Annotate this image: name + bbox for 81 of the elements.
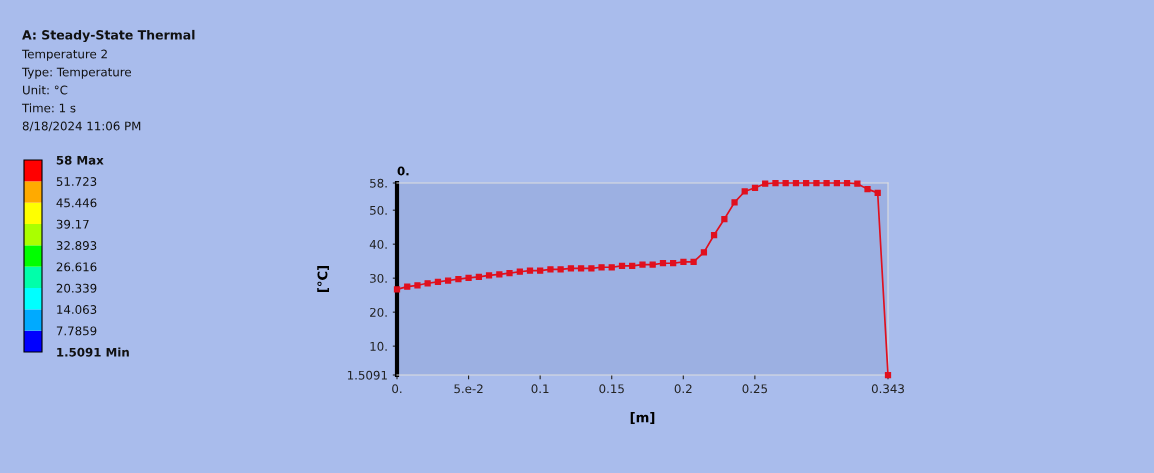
point [710,231,718,239]
text: Unit: °C [23,85,68,95]
color-bar-label: 58 Max [56,155,104,165]
text: Type: Temperature [21,67,131,79]
color-bar-label: 45.446 [56,198,97,208]
color-bar-label: 39.17 [56,219,89,229]
y-tick-label: 1.5091 [347,370,387,380]
point [516,268,523,275]
point [670,260,677,267]
color-bar-label: 51.723 [56,177,97,186]
color-bar-label: 14.063 [57,305,97,314]
y-tick-label: 40. [369,239,387,249]
text: A: Steady-State Thermal [22,29,195,43]
point [414,282,421,289]
point [649,261,656,268]
color-bar-label: 7.7859 [56,326,97,336]
point [782,179,789,187]
point [608,264,615,271]
point [598,264,605,271]
point [577,265,585,272]
point [751,184,759,191]
point [618,262,626,270]
x-tick-label: 0.15 [599,384,624,394]
point [802,179,810,187]
point [567,265,575,272]
point [465,274,472,281]
x-tick-label: 0.1 [531,384,549,394]
point [874,189,881,196]
point [506,269,513,277]
point [455,276,462,283]
point [833,179,841,187]
point [404,283,411,290]
point [731,199,738,206]
point [475,273,483,280]
point [843,179,851,187]
color-bar-label: 1.5091 Min [57,347,129,357]
point [537,267,544,274]
point [823,179,830,187]
y-tick-label: 10. [370,341,387,351]
x-axis-title: [m] [630,412,655,424]
x-tick-label: 5.e-2 [454,384,483,394]
color-bar-label: 32.893 [56,241,97,250]
point [741,188,748,195]
x-tick-label: 0.25 [742,384,767,394]
y-tick-label: 50. [370,205,387,215]
point [680,258,687,265]
point [864,185,871,193]
x-tick-label: 0.2 [674,384,692,394]
text: 8/18/2024 11:06 PM [22,121,141,132]
point [434,278,442,286]
point [393,286,401,293]
x-tick-label: 0. [392,384,402,394]
text: Temperature 2 [21,49,107,61]
color-bar-label: 26.616 [56,262,97,272]
point [496,271,503,278]
x-tick-label: 0.343 [871,384,904,394]
point [424,280,431,287]
point [690,258,697,265]
point [813,179,820,187]
point [485,272,493,279]
y-tick-label: 58. [370,178,387,188]
text: 0. [397,166,409,176]
point [526,267,534,274]
y-tick-label: 30. [370,273,387,283]
point [792,179,800,187]
point [762,180,769,187]
y-tick-label: 20. [370,307,387,317]
color-bar-label: 20.339 [56,283,97,293]
point [854,180,861,187]
point [629,262,636,270]
point [700,249,708,256]
point [721,215,728,223]
point [639,261,646,268]
point [444,277,452,284]
point [659,260,667,267]
text: Time: 1 s [21,103,76,113]
y-axis-title: [°C] [317,265,329,293]
point [557,266,564,273]
point [588,265,595,272]
point [547,266,554,273]
point [772,179,779,187]
